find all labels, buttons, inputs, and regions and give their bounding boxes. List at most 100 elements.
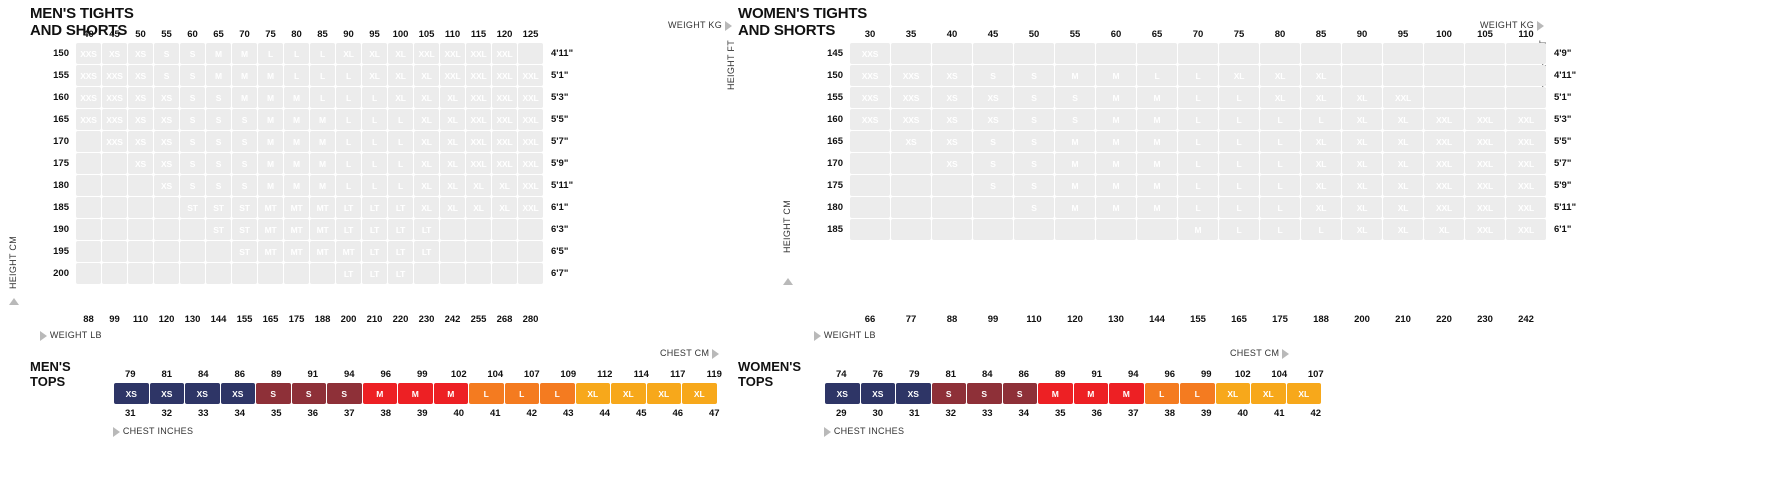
size-cell: L bbox=[1301, 219, 1341, 240]
size-cell: MT bbox=[284, 197, 309, 218]
size-cell: S bbox=[1014, 65, 1054, 86]
size-cell-empty bbox=[466, 241, 491, 262]
height-cm-tick: 160 bbox=[53, 92, 69, 103]
weight-lb-tick: 200 bbox=[1354, 314, 1370, 325]
grid-corner-right bbox=[1547, 27, 1585, 42]
grid-row: 175 XS XS S S S M M M L L L XL XL XXL XXL XXL 5'9" bbox=[41, 153, 582, 174]
chest-inches-tick: 31 bbox=[124, 408, 136, 419]
size-cell: M bbox=[1055, 175, 1095, 196]
size-cell: XXL bbox=[1506, 219, 1546, 240]
size-cell: M bbox=[258, 131, 283, 152]
weight-lb-tick: 110 bbox=[1026, 314, 1042, 325]
weight-kg-header-row: 40 45 50 55 60 65 70 75 80 85 90 95 100 105 110 115 120 1… bbox=[41, 27, 582, 42]
size-cell: L bbox=[1219, 219, 1259, 240]
size-cell: XL bbox=[388, 43, 413, 64]
size-cell-empty bbox=[128, 175, 153, 196]
womens-tights-title-line2: AND SHORTS bbox=[738, 21, 836, 39]
size-cell: L bbox=[1260, 219, 1300, 240]
size-cell: LT bbox=[362, 241, 387, 262]
size-cell-empty bbox=[1506, 43, 1546, 64]
size-cell: XXS bbox=[76, 43, 101, 64]
weight-lb-tick: 130 bbox=[184, 314, 201, 325]
size-cell: L bbox=[388, 175, 413, 196]
tops-size-cell: S bbox=[967, 383, 1002, 404]
size-cell: LT bbox=[388, 263, 413, 284]
grid-row: 145 XXS 4'9" bbox=[815, 43, 1585, 64]
tops-size-cell: M bbox=[398, 383, 433, 404]
grid-row: 150 XXS XXS XS S S M M L L XL XL XL 4'11" bbox=[815, 65, 1585, 86]
size-cell-empty bbox=[258, 263, 283, 284]
tops-size-cell: M bbox=[1073, 383, 1108, 404]
mens-tops-section: MEN'S TOPS CHEST CM 79 81 84 86 89 91 94 96 99 10… bbox=[0, 348, 740, 465]
chest-inches-tick: 38 bbox=[1164, 408, 1176, 419]
size-cell-empty bbox=[102, 241, 127, 262]
size-cell: S bbox=[180, 175, 205, 196]
size-cell: ST bbox=[206, 219, 231, 240]
grid-row: 170 XS S S M M M L L L XL XL XL XXL XXL XXL 5'7" bbox=[815, 153, 1585, 174]
size-cell: M bbox=[310, 131, 335, 152]
womens-weight-lb-caption: WEIGHT LB bbox=[814, 330, 876, 341]
chest-inches-tick: 39 bbox=[416, 408, 428, 419]
size-cell-empty bbox=[1178, 43, 1218, 64]
size-cell: L bbox=[1178, 175, 1218, 196]
grid-corner bbox=[41, 27, 75, 42]
grid-corner-right bbox=[544, 27, 582, 42]
size-cell: XL bbox=[1383, 219, 1423, 240]
size-cell-empty bbox=[1055, 219, 1095, 240]
size-cell: LT bbox=[388, 197, 413, 218]
size-cell: S bbox=[973, 65, 1013, 86]
size-cell: L bbox=[362, 109, 387, 130]
size-cell-empty bbox=[206, 241, 231, 262]
size-cell: XL bbox=[1342, 109, 1382, 130]
size-cell: M bbox=[1137, 131, 1177, 152]
size-cell: S bbox=[180, 131, 205, 152]
size-cell: M bbox=[1055, 153, 1095, 174]
grid-row: 155 XXS XXS XS XS S S M M L L XL XL XL XXL 5'1" bbox=[815, 87, 1585, 108]
weight-kg-header-row: 30 35 40 45 50 55 60 65 70 75 80 85 90 95 100 105 110 bbox=[815, 27, 1585, 42]
size-cell-empty bbox=[76, 153, 101, 174]
weight-kg-tick: 60 bbox=[1110, 29, 1122, 40]
size-cell: M bbox=[232, 43, 257, 64]
size-cell: M bbox=[284, 131, 309, 152]
weight-lb-tick: 155 bbox=[236, 314, 253, 325]
size-cell: MT bbox=[310, 241, 335, 262]
size-cell-empty bbox=[1055, 43, 1095, 64]
size-cell: M bbox=[1137, 109, 1177, 130]
size-cell: S bbox=[180, 65, 205, 86]
size-cell: XL bbox=[466, 197, 491, 218]
size-cell: L bbox=[1260, 175, 1300, 196]
height-ft-tick: 5'7" bbox=[1554, 158, 1572, 169]
mens-tops-chest-inches-caption: CHEST INCHES bbox=[113, 426, 193, 437]
size-cell: XS bbox=[932, 131, 972, 152]
size-cell: XXL bbox=[466, 109, 491, 130]
size-cell: MT bbox=[284, 219, 309, 240]
size-cell: XL bbox=[414, 153, 439, 174]
size-cell-empty bbox=[76, 241, 101, 262]
height-ft-tick: 6'1" bbox=[551, 202, 569, 213]
size-cell: XS bbox=[932, 109, 972, 130]
mens-weight-kg-caption: WEIGHT KG bbox=[668, 20, 732, 31]
chest-cm-tick: 109 bbox=[560, 369, 577, 380]
size-cell: XS bbox=[128, 43, 153, 64]
size-cell: MT bbox=[258, 197, 283, 218]
size-cell: L bbox=[336, 175, 361, 196]
tops-size-cell: XS bbox=[149, 383, 184, 404]
size-cell: XXL bbox=[518, 175, 543, 196]
chest-inches-tick: 41 bbox=[489, 408, 501, 419]
size-cell: XXL bbox=[492, 153, 517, 174]
height-cm-tick: 170 bbox=[827, 158, 843, 169]
size-cell-empty bbox=[1014, 219, 1054, 240]
weight-lb-tick: 144 bbox=[210, 314, 227, 325]
size-cell: XL bbox=[440, 153, 465, 174]
chest-inches-tick: 30 bbox=[872, 408, 884, 419]
size-cell: L bbox=[1219, 131, 1259, 152]
mens-height-cm-caption: HEIGHT CM bbox=[8, 236, 18, 290]
height-cm-tick: 145 bbox=[827, 48, 843, 59]
size-cell: XXS bbox=[102, 131, 127, 152]
chest-inches-tick: 42 bbox=[1310, 408, 1322, 419]
size-cell-empty bbox=[102, 219, 127, 240]
size-cell-empty bbox=[440, 219, 465, 240]
weight-kg-tick: 30 bbox=[864, 29, 876, 40]
size-cell: XXL bbox=[1465, 175, 1505, 196]
height-cm-tick: 185 bbox=[53, 202, 69, 213]
